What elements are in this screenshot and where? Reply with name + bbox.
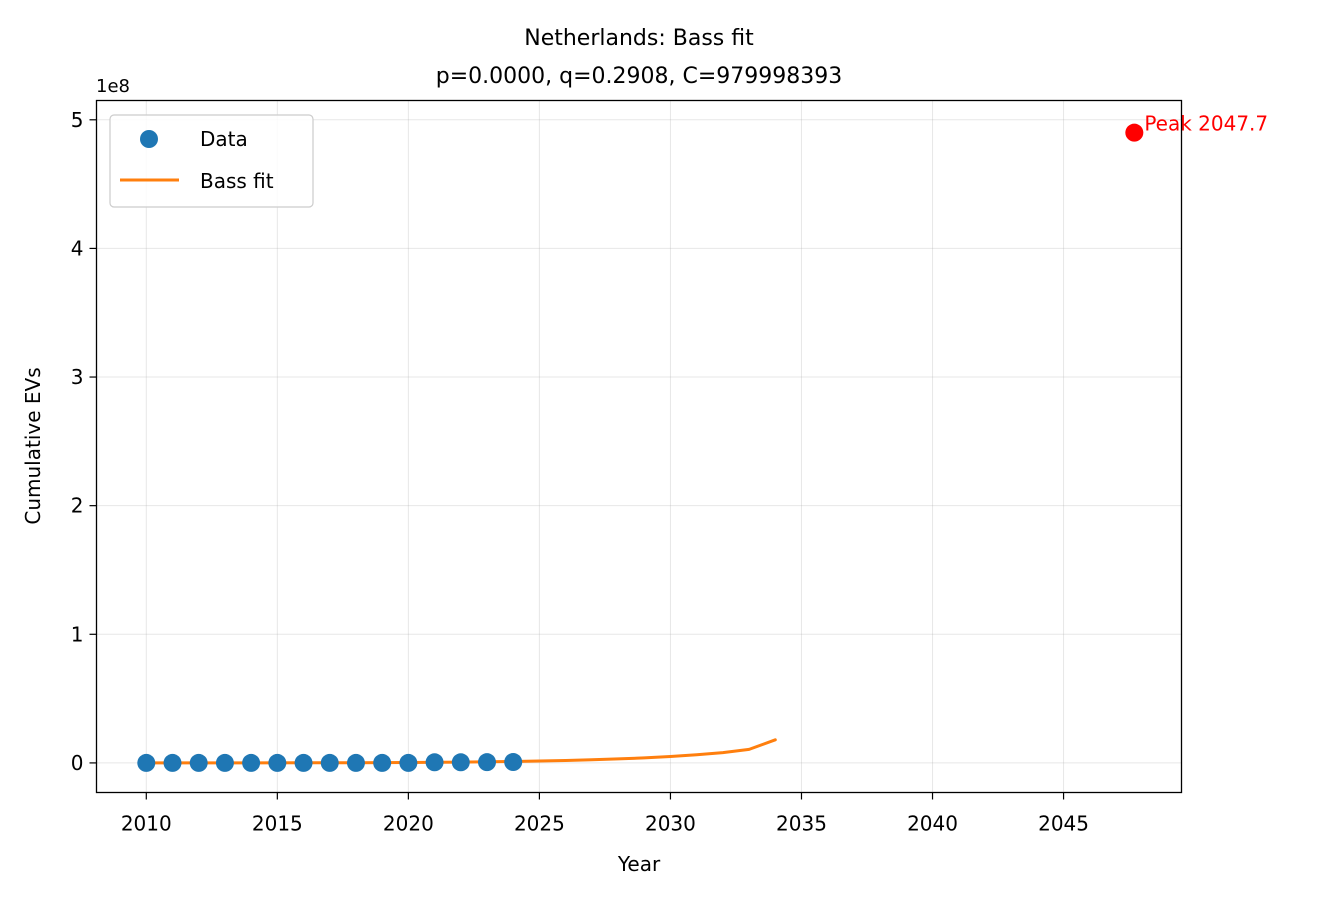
y-tick-label: 2 — [71, 494, 84, 518]
tick-labels: 2010 2015 2020 2025 2030 2035 2040 2045 0 1 2 3 4 5 — [71, 108, 1089, 836]
legend: Data Bass fit — [109, 114, 314, 208]
data-point — [294, 753, 313, 772]
plot-frame — [95, 99, 1183, 794]
legend-data-label: Data — [200, 127, 248, 151]
x-tick-label: 2015 — [252, 812, 303, 836]
chart-title: Netherlands: Bass fit — [524, 26, 754, 51]
data-point — [320, 753, 339, 772]
legend-bass-fit-label: Bass fit — [200, 169, 274, 193]
data-point — [451, 753, 470, 772]
data-point — [477, 753, 496, 772]
y-tick-label: 0 — [71, 751, 84, 775]
data-point — [189, 753, 208, 772]
data-point — [373, 753, 392, 772]
data-point — [425, 753, 444, 772]
data-point — [137, 753, 156, 772]
x-tick-label: 2020 — [383, 812, 434, 836]
y-tick-label: 3 — [71, 365, 84, 389]
data-point — [399, 753, 418, 772]
x-tick-label: 2025 — [514, 812, 565, 836]
data-point — [268, 753, 287, 772]
legend-box — [109, 114, 314, 208]
data-point — [163, 753, 182, 772]
y-axis-label: Cumulative EVs — [21, 367, 45, 524]
x-tick-label: 2010 — [121, 812, 172, 836]
chart-subtitle: p=0.0000, q=0.2908, C=979998393 — [436, 64, 843, 89]
chart-marks: Peak 2047.7 — [137, 112, 1268, 772]
x-tick-label: 2040 — [907, 812, 958, 836]
x-tick-label: 2045 — [1038, 812, 1089, 836]
data-point — [215, 753, 234, 772]
data-point — [504, 753, 523, 772]
x-tick-label: 2035 — [776, 812, 827, 836]
peak-marker — [1125, 123, 1144, 142]
legend-data-marker — [140, 130, 158, 148]
x-axis-label: Year — [617, 852, 661, 876]
y-tick-label: 1 — [71, 622, 84, 646]
peak-annotation: Peak 2047.7 — [1144, 112, 1268, 136]
data-point — [346, 753, 365, 772]
data-point — [242, 753, 261, 772]
y-tick-label: 4 — [71, 236, 84, 260]
y-tick-label: 5 — [71, 108, 84, 132]
y-offset-label: 1e8 — [96, 76, 130, 97]
x-tick-label: 2030 — [645, 812, 696, 836]
